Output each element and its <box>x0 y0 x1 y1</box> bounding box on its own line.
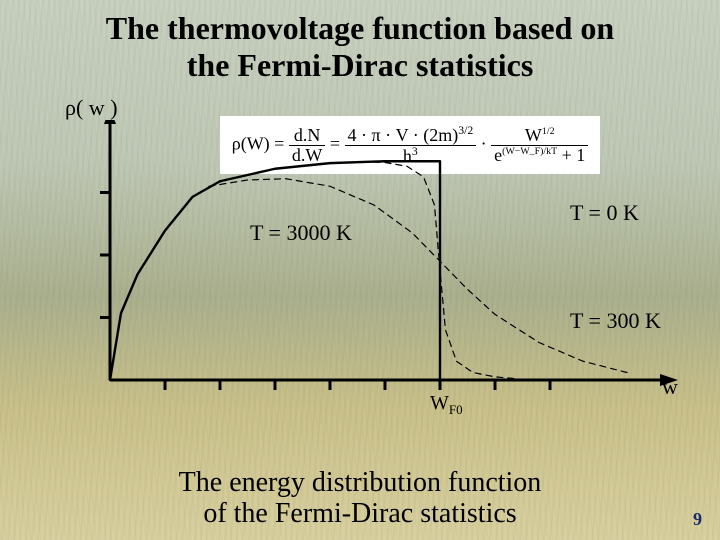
slide-title: The thermovoltage function based on the … <box>0 10 720 84</box>
chart-area: ρ( w ) w T = 0 K T = 300 K T = 3000 K WF… <box>40 120 680 440</box>
y-axis-label: ρ( w ) <box>65 95 118 121</box>
caption-line-1: The energy distribution function <box>0 468 720 499</box>
slide-caption: The energy distribution function of the … <box>0 468 720 530</box>
title-line-1: The thermovoltage function based on <box>0 10 720 47</box>
title-line-2: the Fermi-Dirac statistics <box>0 47 720 84</box>
caption-line-2: of the Fermi-Dirac statistics <box>0 499 720 530</box>
page-number: 9 <box>693 509 702 530</box>
chart-svg <box>40 120 680 440</box>
